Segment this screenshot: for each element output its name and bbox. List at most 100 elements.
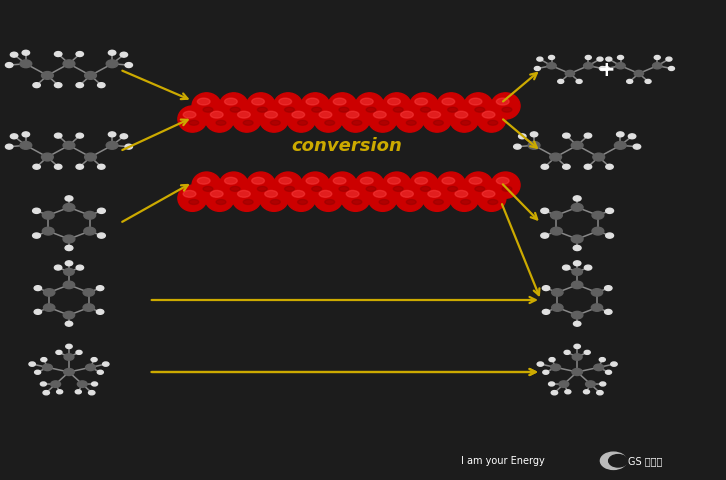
Circle shape [76,83,83,88]
Circle shape [559,381,568,387]
Circle shape [106,142,118,149]
Ellipse shape [428,111,441,118]
Circle shape [97,233,105,238]
Ellipse shape [333,98,346,105]
Ellipse shape [314,185,343,211]
Circle shape [64,354,74,360]
Ellipse shape [393,186,403,192]
Ellipse shape [328,172,357,198]
Circle shape [65,196,73,201]
Circle shape [120,134,128,139]
Circle shape [574,245,581,251]
Circle shape [653,63,662,69]
Circle shape [574,196,581,201]
Ellipse shape [352,120,362,125]
Ellipse shape [396,185,425,211]
Circle shape [600,452,627,469]
Circle shape [76,350,82,354]
Circle shape [97,310,104,314]
Circle shape [63,235,75,243]
Circle shape [571,204,583,211]
Circle shape [97,208,105,214]
Circle shape [10,52,18,57]
Ellipse shape [423,106,452,132]
Circle shape [563,164,570,169]
Ellipse shape [379,120,389,125]
Ellipse shape [420,107,431,112]
Circle shape [514,144,521,149]
Circle shape [550,211,563,219]
Circle shape [574,261,581,266]
Circle shape [66,344,72,348]
Circle shape [44,304,55,312]
Circle shape [534,67,540,71]
Ellipse shape [464,93,493,119]
Ellipse shape [319,191,332,197]
Ellipse shape [314,106,343,132]
Circle shape [54,51,62,57]
Circle shape [29,362,36,366]
Circle shape [76,265,83,270]
Ellipse shape [423,185,452,211]
Circle shape [64,369,74,375]
Ellipse shape [298,120,308,125]
Circle shape [563,133,570,138]
Circle shape [537,57,543,61]
Ellipse shape [232,185,261,211]
Circle shape [605,208,613,214]
Ellipse shape [279,98,292,105]
Circle shape [86,364,95,371]
Circle shape [97,83,105,88]
Circle shape [91,358,97,361]
Circle shape [125,144,132,149]
Ellipse shape [192,172,221,198]
Circle shape [54,265,62,270]
Ellipse shape [230,186,240,192]
Circle shape [600,67,605,71]
Circle shape [572,369,582,375]
Ellipse shape [388,98,400,105]
Ellipse shape [379,200,389,204]
Ellipse shape [352,200,362,204]
Circle shape [547,63,556,69]
Ellipse shape [346,111,359,118]
Ellipse shape [246,93,275,119]
Circle shape [542,310,550,314]
Circle shape [576,79,582,84]
Ellipse shape [420,186,431,192]
Circle shape [537,362,544,366]
Ellipse shape [339,107,348,112]
Circle shape [627,79,632,84]
Ellipse shape [461,200,470,204]
Circle shape [63,60,75,68]
Circle shape [42,211,54,219]
Circle shape [63,312,75,319]
Circle shape [63,142,75,149]
Circle shape [85,72,97,79]
Circle shape [56,350,62,354]
Ellipse shape [197,98,210,105]
Ellipse shape [407,120,416,125]
Ellipse shape [366,107,376,112]
Ellipse shape [409,172,439,198]
Ellipse shape [258,107,267,112]
Circle shape [666,57,672,61]
Ellipse shape [311,186,322,192]
Circle shape [564,350,570,354]
Circle shape [571,281,583,288]
Ellipse shape [287,106,316,132]
Ellipse shape [436,93,465,119]
Ellipse shape [393,107,403,112]
Ellipse shape [449,106,478,132]
Circle shape [541,208,549,214]
Ellipse shape [373,111,386,118]
Ellipse shape [475,107,485,112]
Ellipse shape [230,107,240,112]
Circle shape [41,382,46,386]
Ellipse shape [433,120,444,125]
Ellipse shape [211,191,223,197]
Circle shape [628,134,636,139]
Ellipse shape [189,200,199,204]
Circle shape [10,134,18,139]
Ellipse shape [265,111,277,118]
